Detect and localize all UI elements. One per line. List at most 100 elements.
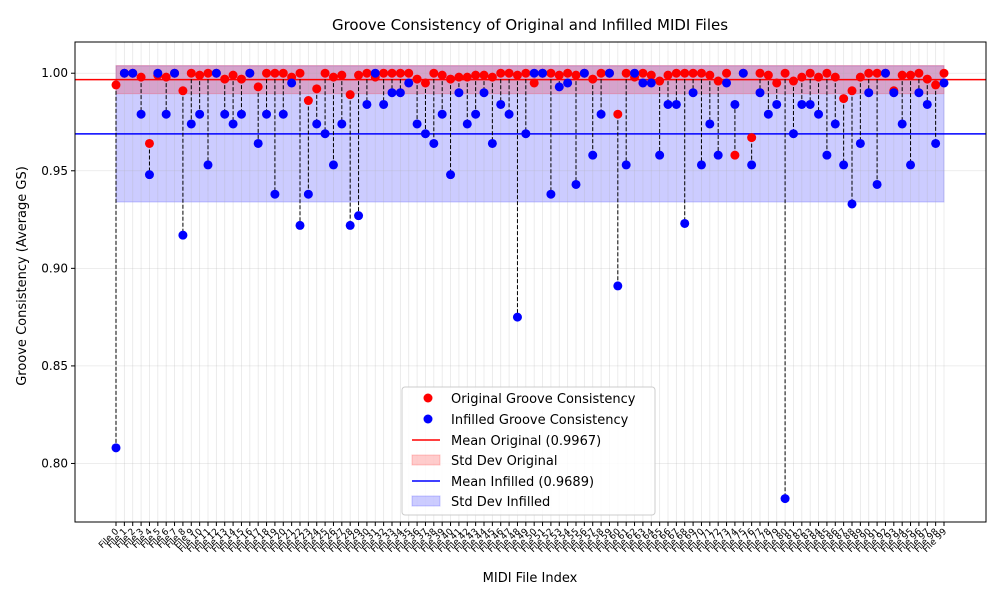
- point-original: [178, 86, 188, 96]
- point-infilled: [538, 68, 548, 78]
- point-infilled: [772, 99, 782, 109]
- point-original: [663, 70, 673, 80]
- point-original: [412, 74, 422, 84]
- point-original: [788, 76, 798, 86]
- point-infilled: [830, 119, 840, 129]
- point-infilled: [730, 99, 740, 109]
- point-infilled: [906, 160, 916, 170]
- point-infilled: [596, 109, 606, 119]
- point-original: [588, 74, 598, 84]
- point-infilled: [253, 138, 263, 148]
- point-infilled: [362, 99, 372, 109]
- point-infilled: [546, 189, 556, 199]
- point-original: [395, 68, 405, 78]
- point-infilled: [437, 109, 447, 119]
- point-infilled: [111, 443, 121, 453]
- y-tick-label: 0.95: [41, 164, 68, 178]
- point-original: [931, 80, 941, 90]
- point-infilled: [471, 109, 481, 119]
- point-original: [805, 68, 815, 78]
- point-infilled: [680, 218, 690, 228]
- point-original: [763, 70, 773, 80]
- point-infilled: [420, 129, 430, 139]
- point-infilled: [195, 109, 205, 119]
- point-infilled: [914, 88, 924, 98]
- point-infilled: [529, 68, 539, 78]
- point-infilled: [429, 138, 439, 148]
- point-original: [404, 68, 414, 78]
- point-infilled: [880, 68, 890, 78]
- point-infilled: [354, 211, 364, 221]
- point-original: [722, 68, 732, 78]
- point-infilled: [512, 312, 522, 322]
- point-original: [186, 68, 196, 78]
- point-infilled: [144, 170, 154, 180]
- point-original: [262, 68, 272, 78]
- point-infilled: [738, 68, 748, 78]
- point-infilled: [630, 68, 640, 78]
- point-original: [379, 68, 389, 78]
- point-original: [161, 72, 171, 82]
- point-infilled: [128, 68, 138, 78]
- point-infilled: [446, 170, 456, 180]
- point-original: [671, 68, 681, 78]
- point-infilled: [897, 119, 907, 129]
- point-original: [638, 68, 648, 78]
- point-infilled: [554, 82, 564, 92]
- point-original: [437, 70, 447, 80]
- point-infilled: [295, 220, 305, 230]
- point-infilled: [211, 68, 221, 78]
- point-infilled: [864, 88, 874, 98]
- point-original: [571, 70, 581, 80]
- point-original: [387, 68, 397, 78]
- point-infilled: [747, 160, 757, 170]
- point-original: [922, 74, 932, 84]
- point-infilled: [379, 99, 389, 109]
- point-original: [696, 68, 706, 78]
- point-original: [203, 68, 213, 78]
- point-original: [345, 90, 355, 100]
- point-original: [521, 68, 531, 78]
- point-infilled: [763, 109, 773, 119]
- point-original: [914, 68, 924, 78]
- point-original: [320, 68, 330, 78]
- point-infilled: [395, 88, 405, 98]
- point-original: [504, 68, 514, 78]
- y-axis-ticks: 0.80 0.85 0.90 0.95 1.00: [41, 66, 75, 470]
- point-infilled: [521, 129, 531, 139]
- point-infilled: [621, 160, 631, 170]
- point-infilled: [236, 109, 246, 119]
- point-infilled: [638, 78, 648, 88]
- point-original: [680, 68, 690, 78]
- y-tick-label: 1.00: [41, 66, 68, 80]
- point-infilled: [646, 78, 656, 88]
- point-infilled: [387, 88, 397, 98]
- point-infilled: [822, 150, 832, 160]
- data-points: [111, 68, 949, 504]
- point-infilled: [412, 119, 422, 129]
- y-tick-label: 0.85: [41, 359, 68, 373]
- point-infilled: [571, 179, 581, 189]
- point-infilled: [186, 119, 196, 129]
- point-original: [563, 68, 573, 78]
- point-original: [454, 72, 464, 82]
- legend-mean-original-label: Mean Original (0.9967): [451, 434, 601, 449]
- point-original: [270, 68, 280, 78]
- point-original: [855, 72, 865, 82]
- point-original: [797, 72, 807, 82]
- point-original: [897, 70, 907, 80]
- point-infilled: [136, 109, 146, 119]
- point-infilled: [855, 138, 865, 148]
- point-infilled: [320, 129, 330, 139]
- point-original: [429, 68, 439, 78]
- point-infilled: [563, 78, 573, 88]
- point-infilled: [404, 78, 414, 88]
- point-original: [747, 133, 757, 143]
- point-original: [236, 74, 246, 84]
- point-infilled: [504, 109, 514, 119]
- point-original: [328, 72, 338, 82]
- point-original: [755, 68, 765, 78]
- point-infilled: [755, 88, 765, 98]
